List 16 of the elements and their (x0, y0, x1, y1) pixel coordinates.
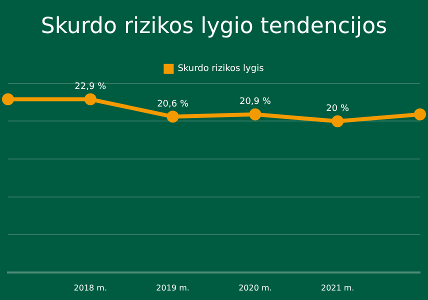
data-label: 22,9 % (74, 82, 107, 92)
legend-label: Skurdo rizikos lygis (178, 64, 264, 74)
point (2, 93, 14, 106)
point (414, 108, 426, 120)
point (84, 93, 96, 106)
x-tick-label: 2018 m. (74, 283, 108, 292)
point (249, 108, 262, 120)
data-label: 20,6 % (157, 100, 189, 110)
x-tick-label: 2019 m. (156, 283, 190, 292)
chart-title: Skurdo rizikos lygio tendencijos (40, 14, 388, 39)
data-label: 20 % (326, 104, 350, 114)
x-tick-label: 2020 m. (238, 283, 272, 292)
x-tick-label: 2021 m. (320, 283, 354, 292)
point (166, 110, 179, 123)
data-label: 20,9 % (239, 97, 272, 108)
point (332, 115, 344, 128)
